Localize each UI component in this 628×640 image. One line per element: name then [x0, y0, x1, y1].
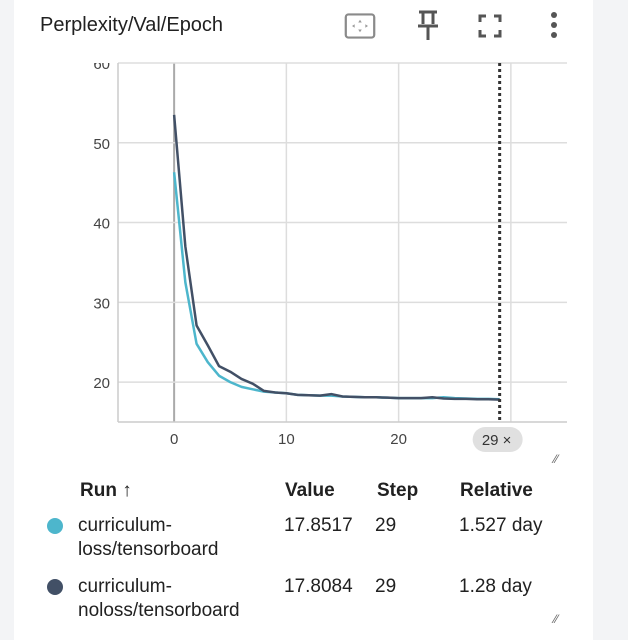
col-header-run[interactable]: Run ↑ — [80, 480, 132, 501]
run-step: 29 — [375, 576, 397, 597]
col-header-relative[interactable]: Relative — [460, 480, 533, 501]
label-clip — [54, 50, 114, 63]
fit-domain-button[interactable] — [344, 10, 376, 42]
run-step: 29 — [375, 515, 397, 536]
run-name: curriculum-loss/tensorboard — [78, 514, 218, 562]
run-relative: 1.527 day — [459, 515, 543, 536]
pin-icon — [418, 10, 438, 40]
y-tick-label: 40 — [93, 216, 110, 233]
fullscreen-button[interactable] — [474, 10, 506, 42]
run-relative: 1.28 day — [459, 576, 532, 597]
col-header-step[interactable]: Step — [377, 480, 419, 501]
resize-handle-chart[interactable]: ⁄⁄ — [554, 452, 559, 466]
run-name-line: loss/tensorboard — [78, 539, 219, 560]
run-name-line: curriculum- — [78, 515, 172, 536]
series-line-curriculum-noloss — [172, 114, 500, 401]
fit-to-domain-icon — [344, 13, 376, 39]
run-name: curriculum-noloss/tensorboard — [78, 575, 240, 623]
step-cursor-label[interactable]: 29 × — [482, 432, 512, 449]
y-tick-label: 30 — [93, 295, 110, 312]
fullscreen-icon — [478, 14, 502, 38]
y-tick-label: 50 — [93, 136, 110, 153]
col-header-value[interactable]: Value — [285, 480, 335, 501]
run-name-line: curriculum- — [78, 576, 172, 597]
scalar-card: Perplexity/Val/Epoch 20 30 40 50 60 0 10 20 29 ×… — [14, 0, 593, 640]
pin-button[interactable] — [412, 10, 444, 42]
run-value: 17.8517 — [284, 515, 353, 536]
run-color-dot[interactable] — [47, 518, 63, 534]
run-color-dot[interactable] — [47, 579, 63, 595]
more-vert-icon — [551, 12, 557, 38]
y-tick-label: 20 — [93, 375, 110, 392]
series-line-curriculum-loss — [172, 172, 500, 401]
run-value: 17.8084 — [284, 576, 353, 597]
x-tick-label: 20 — [390, 431, 407, 448]
x-tick-label: 0 — [170, 431, 178, 448]
x-tick-label: 10 — [278, 431, 295, 448]
run-name-line: noloss/tensorboard — [78, 600, 240, 621]
resize-handle-table[interactable]: ⁄⁄ — [554, 612, 559, 626]
step-cursor-chip[interactable] — [472, 427, 523, 452]
more-options-button[interactable] — [538, 10, 570, 42]
card-title: Perplexity/Val/Epoch — [40, 14, 224, 36]
